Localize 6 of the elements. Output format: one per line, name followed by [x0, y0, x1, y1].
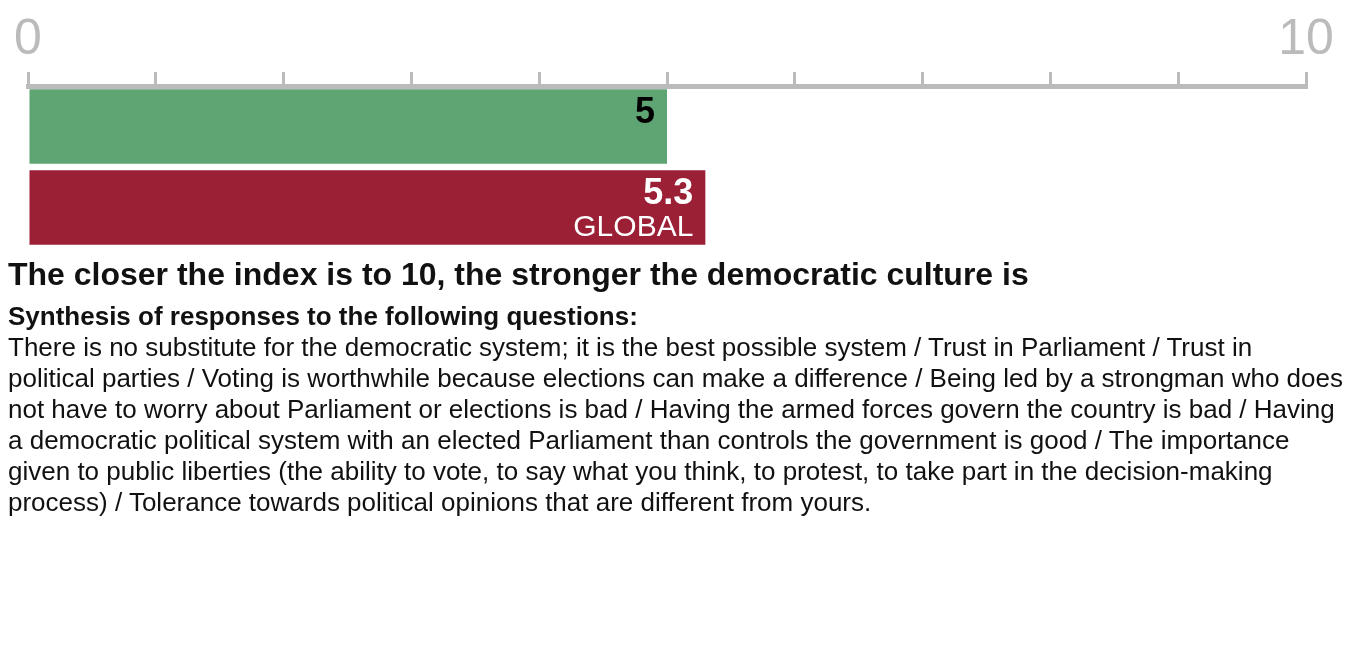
text: There is no substitute for the democratic system; it is the best possible system / Trust in Parliament / Trust in political parties / Voting is worthwhile because elections can make a difference / Being led by a strongman who does not have to worry about Parliament or elections is bad / Having the armed forces govern the country is bad / Having a democratic political system with an elected Parliament than controls the government is good / The importance given to public liberties (the ability to vote, to say what you think, to protest, to take part in the decision-making process) / Tolerance towards political opinions that are different from yours.	[8, 332, 1344, 518]
data-label: 5	[634, 90, 655, 132]
text: Synthesis of responses to the following questions:	[8, 301, 639, 332]
x-tick-label: 0	[14, 8, 42, 65]
x-tick-label: 10	[1278, 8, 1334, 65]
text: The closer the index is to 10, the stronger the democratic culture is	[8, 256, 1030, 293]
